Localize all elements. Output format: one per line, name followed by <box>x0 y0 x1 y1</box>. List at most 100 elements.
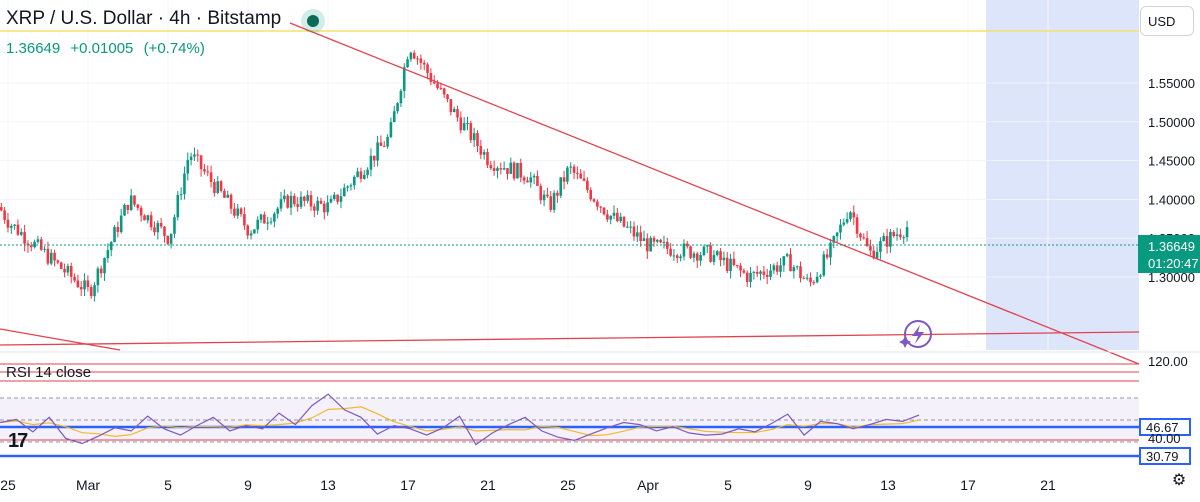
candle-body <box>755 271 759 274</box>
candle-body <box>772 265 776 271</box>
candle-body <box>872 250 876 259</box>
candle-body <box>249 233 253 236</box>
candle-body <box>622 216 626 227</box>
time-tick-label: 17 <box>400 477 416 493</box>
candle-body <box>389 122 393 138</box>
candle-body <box>173 217 176 234</box>
candle-body <box>669 248 672 256</box>
currency-button[interactable]: USD <box>1140 6 1194 36</box>
candle-body <box>619 216 622 222</box>
candle-body <box>36 239 40 242</box>
candle-body <box>99 268 103 274</box>
candle-body <box>516 163 519 179</box>
candle-body <box>319 200 323 204</box>
time-tick-label: 5 <box>164 477 172 493</box>
candle-body <box>742 270 746 273</box>
candle-body <box>276 208 279 214</box>
time-axis[interactable]: 25 Mar 5 9 13 17 21 25 Apr 5 9 13 17 21 <box>0 477 1056 493</box>
candle-body <box>702 246 706 256</box>
candle-body <box>339 196 343 202</box>
candle-body <box>329 199 333 203</box>
candle-body <box>299 196 303 207</box>
candle-body <box>439 88 443 90</box>
candle-body <box>492 168 496 171</box>
support-trendline[interactable] <box>0 331 1140 346</box>
candle-body <box>652 237 656 242</box>
price-change: +0.01005 <box>70 40 134 57</box>
candle-body <box>419 58 423 63</box>
candle-body <box>802 278 806 280</box>
candle-body <box>509 162 513 174</box>
candle-body <box>116 227 120 232</box>
candle-body <box>812 282 816 284</box>
descending-trendline[interactable] <box>289 22 1140 365</box>
time-tick-label: Apr <box>637 477 659 493</box>
candle-body <box>739 265 742 271</box>
candle-body <box>672 255 676 257</box>
time-tick-label: 13 <box>880 477 896 493</box>
candle-body <box>855 217 859 234</box>
candle-body <box>83 280 86 290</box>
candle-body <box>662 241 666 243</box>
candle-body <box>53 252 56 261</box>
candle-body <box>892 231 896 237</box>
candle-body <box>719 251 722 261</box>
rsi-marker-tag-1: 46.67 <box>1139 418 1191 436</box>
candle-body <box>379 142 383 146</box>
candle-body <box>472 133 476 141</box>
candle-body <box>33 241 36 248</box>
rsi-tick-lower: 40.00 <box>1148 431 1181 446</box>
price-tick-label: 1.55000 <box>1148 76 1195 91</box>
tradingview-logo[interactable]: 17 <box>8 430 28 452</box>
candle-body <box>562 177 566 182</box>
chart-title[interactable]: XRP / U.S. Dollar · 4h · Bitstamp <box>6 8 282 29</box>
bar-countdown: 01:20:47 <box>1148 256 1199 271</box>
candle-body <box>805 277 809 279</box>
candle-body <box>532 175 536 178</box>
candle-body <box>93 285 96 297</box>
candle-body <box>59 262 63 269</box>
candle-body <box>26 243 30 246</box>
candle-body <box>386 137 389 147</box>
candle-body <box>129 195 133 210</box>
candle-body <box>506 168 509 174</box>
candle-body <box>679 256 682 259</box>
candle-body <box>462 123 466 131</box>
candle-body <box>552 192 556 210</box>
candle-body <box>76 280 80 288</box>
gear-icon[interactable]: ⚙ <box>1171 472 1187 489</box>
candle-body <box>246 225 250 236</box>
candle-body <box>829 242 832 258</box>
candle-body <box>845 219 849 223</box>
last-price: 1.36649 <box>6 40 61 57</box>
candle-body <box>126 204 130 210</box>
candle-body <box>86 280 90 288</box>
candle-body <box>539 185 543 201</box>
candle-body <box>169 233 173 244</box>
lower-trendline[interactable] <box>0 328 121 351</box>
candle-body <box>153 227 156 233</box>
candle-body <box>349 185 353 187</box>
candle-body <box>396 103 399 112</box>
candle-body <box>769 270 772 277</box>
candle-body <box>762 271 766 275</box>
candle-body <box>466 123 469 125</box>
candle-body <box>752 271 756 273</box>
candle-body <box>732 258 736 266</box>
candle-body <box>825 254 829 258</box>
candle-body <box>179 194 183 196</box>
last-price-value: 1.36649 <box>1148 239 1195 254</box>
candle-body <box>432 81 436 84</box>
candle-body <box>689 246 692 258</box>
candle-body <box>73 276 76 281</box>
candle-body <box>346 186 349 188</box>
quote-line: 1.36649 +0.01005 (+0.74%) <box>6 40 211 57</box>
ai-icon[interactable] <box>899 320 932 348</box>
candle-body <box>16 224 20 235</box>
candle-body <box>745 272 749 282</box>
candle-body <box>822 254 826 276</box>
candle-body <box>469 123 473 141</box>
rsi-title[interactable]: RSI 14 close <box>6 364 92 381</box>
candle-body <box>612 212 616 216</box>
